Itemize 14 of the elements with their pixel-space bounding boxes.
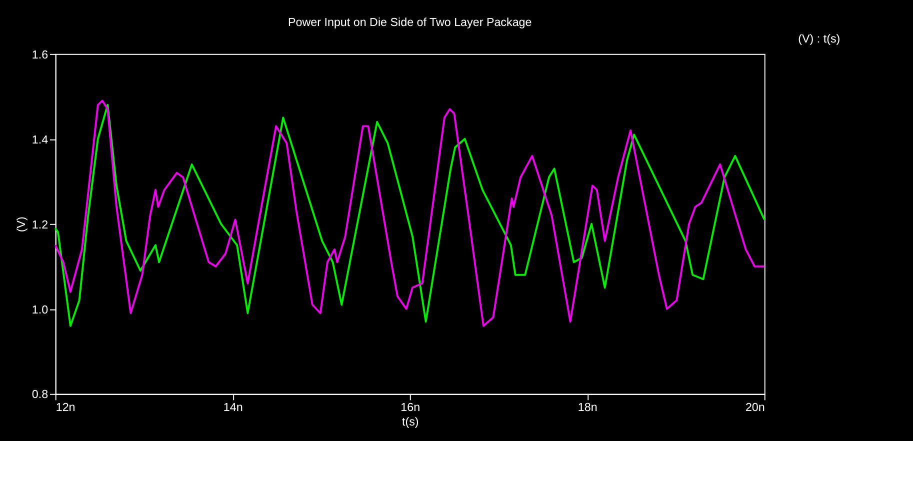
chart-title: Power Input on Die Side of Two Layer Package (288, 16, 532, 29)
y-tick-label: 1.4 (32, 133, 49, 146)
y-tick-label: 1.6 (32, 48, 48, 62)
x-tick-label: 20n (745, 400, 765, 414)
x-tick-label: 18n (578, 400, 598, 414)
text: (V) : t(s) (798, 32, 840, 46)
x-axis-title: t(s) (402, 415, 419, 428)
x-tick-label: 16n (400, 400, 420, 414)
y-axis-title: (V) (15, 216, 28, 232)
x-tick-label: 14n (223, 400, 243, 414)
y-tick-label: 1.2 (32, 218, 48, 232)
y-tick-label: 1.0 (32, 303, 49, 316)
y-tick-label: 0.8 (32, 388, 48, 402)
x-tick-label: 12n (56, 400, 76, 414)
